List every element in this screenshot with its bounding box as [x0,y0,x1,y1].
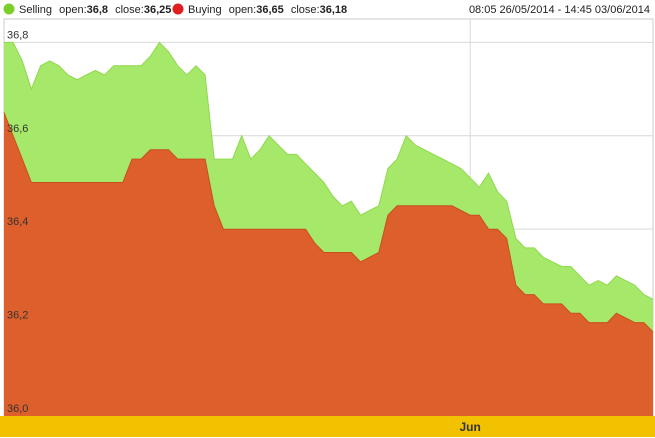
x-tick-label: Jun [460,420,481,434]
selling-line [4,41,654,300]
legend: Selling open:36,8 close:36,25 Buying ope… [3,3,650,16]
y-tick-label: 36,4 [7,216,28,228]
y-tick-label: 36,0 [7,403,28,415]
buying-area [4,112,653,417]
buying-label: Buying [188,4,222,16]
selling-legend-dot [3,3,15,15]
y-tick-label: 36,6 [7,123,28,135]
plot-area: 36,0 36,2 36,4 36,6 36,8 Jun [0,18,655,437]
buying-legend-dot [172,3,184,15]
buying-legend-text: Buying open:36,65 close:36,18 [188,4,347,16]
selling-close-value: 36,25 [144,4,172,16]
selling-legend-text: Selling open:36,8 close:36,25 [19,4,171,16]
buying-close-value: 36,18 [320,4,348,16]
selling-close-label: close: [115,4,144,16]
x-axis-band [0,416,655,437]
selling-open-value: 36,8 [87,4,108,16]
y-tick-label: 36,8 [7,29,28,41]
selling-label: Selling [19,4,52,16]
buying-open-label: open: [229,4,257,16]
y-tick-label: 36,2 [7,310,28,322]
buying-close-label: close: [291,4,320,16]
date-range: 08:05 26/05/2014 - 14:45 03/06/2014 [469,4,650,16]
buying-open-value: 36,65 [256,4,284,16]
selling-open-label: open: [59,4,87,16]
buying-line [3,112,654,333]
